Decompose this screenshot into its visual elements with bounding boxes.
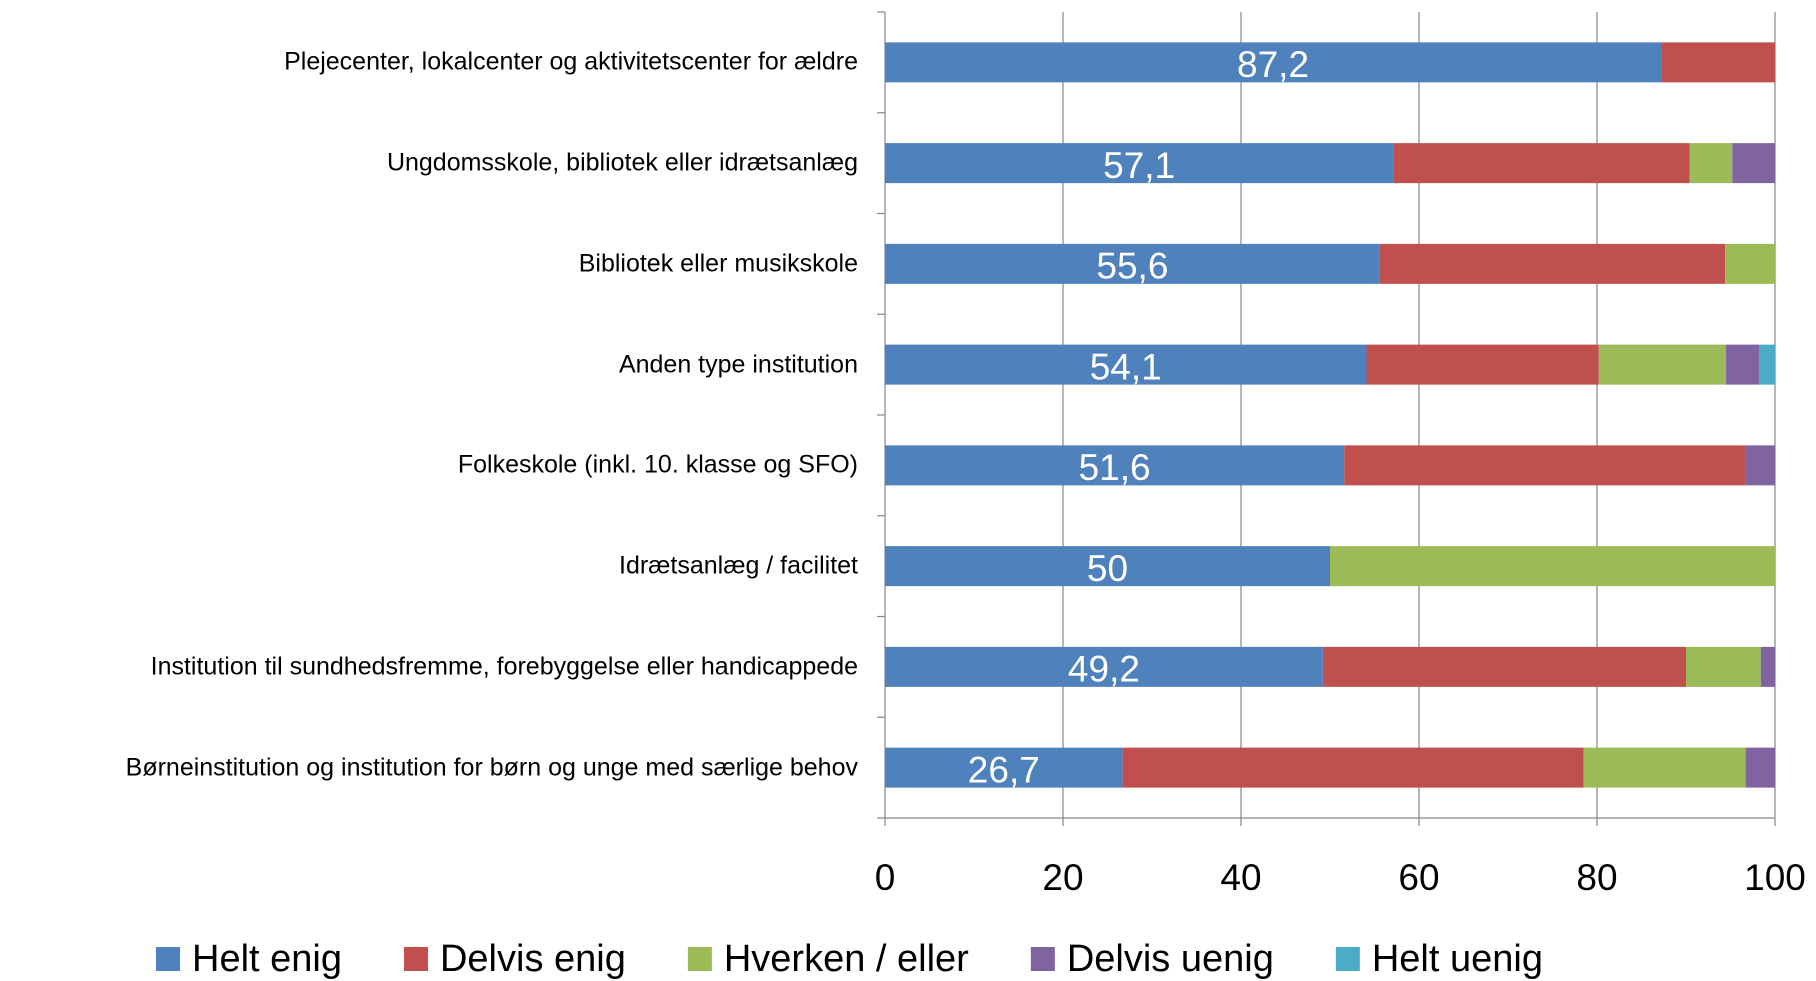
data-label: 54,1 [1090, 346, 1162, 387]
bar-segment [885, 42, 1662, 83]
x-tick-label: 60 [1398, 857, 1439, 898]
bar-segment [885, 143, 1394, 184]
data-label: 55,6 [1096, 246, 1168, 287]
bar-segment [885, 747, 1123, 788]
bar-segment [885, 646, 1323, 687]
data-label: 87,2 [1237, 44, 1309, 85]
category-label: Idrætsanlæg / facilitet [8, 547, 858, 586]
category-text: Idrætsanlæg / facilitet [619, 551, 858, 580]
x-tick-label: 40 [1220, 857, 1261, 898]
data-label: 57,1 [1103, 145, 1175, 186]
x-tick-label: 0 [875, 857, 896, 898]
bar-segment [1726, 344, 1759, 385]
data-label: 50 [1087, 548, 1128, 589]
data-label: 51,6 [1079, 447, 1151, 488]
legend-label: Delvis enig [440, 938, 626, 980]
x-tick-label: 20 [1042, 857, 1083, 898]
bar-segment [1393, 143, 1690, 184]
legend-swatch [1030, 947, 1055, 971]
bar-segment [1598, 344, 1727, 385]
bar-segment [1745, 445, 1775, 486]
bar-segment [1686, 646, 1761, 687]
bar-segment [885, 243, 1380, 284]
category-label: Institution til sundhedsfremme, forebygg… [8, 648, 858, 687]
data-label: 26,7 [968, 749, 1040, 790]
bar-segment [1732, 143, 1775, 184]
category-text: Plejecenter, lokalcenter og aktivitetsce… [284, 48, 858, 76]
bar-segment [1758, 344, 1775, 385]
legend-label: Helt uenig [1372, 938, 1543, 980]
legend-swatch [1335, 947, 1360, 971]
bar-segment [885, 445, 1345, 486]
bar-segment [1583, 747, 1746, 788]
category-text: Anden type institution [618, 350, 858, 379]
bar-segment [1322, 646, 1686, 687]
category-label: Børneinstitution og institution for børn… [8, 748, 858, 787]
legend-swatch [156, 947, 180, 971]
bar-segment [1760, 646, 1775, 687]
bar-segment [1725, 243, 1775, 284]
bar-segment [1379, 243, 1726, 284]
bar-segment [885, 344, 1367, 385]
category-text: Børneinstitution og institution for børn… [125, 753, 858, 782]
category-text: Bibliotek eller musikskole [578, 249, 858, 278]
category-label: Bibliotek eller musikskole [8, 245, 858, 284]
legend-label: Delvis uenig [1067, 938, 1274, 980]
legend-label: Hverken / eller [724, 938, 969, 980]
category-label: Anden type institution [8, 345, 858, 384]
bar-segment [1689, 143, 1733, 184]
bar-segment [1122, 747, 1584, 788]
bar-segment [1366, 344, 1599, 385]
category-text: Folkeskole (inkl. 10. klasse og SFO) [457, 451, 858, 479]
category-text: Institution til sundhedsfremme, forebygg… [150, 652, 858, 681]
x-tick-label: 100 [1744, 857, 1806, 898]
category-label: Plejecenter, lokalcenter og aktivitetsce… [8, 43, 858, 82]
bar-segment [1745, 747, 1775, 788]
category-label: Ungdomsskole, bibliotek eller idrætsanlæ… [8, 144, 858, 183]
legend-swatch [403, 947, 428, 971]
category-text: Ungdomsskole, bibliotek eller idrætsanlæ… [386, 148, 858, 177]
x-tick-label: 80 [1576, 857, 1617, 898]
legend-swatch [687, 947, 712, 971]
data-label: 49,2 [1068, 649, 1140, 690]
bar-segment [885, 546, 1330, 587]
category-label: Folkeskole (inkl. 10. klasse og SFO) [8, 446, 858, 485]
legend-label: Helt enig [192, 938, 342, 980]
bar-segment [1344, 445, 1746, 486]
bar-segment [1330, 546, 1775, 587]
bar-segment [1661, 42, 1775, 83]
